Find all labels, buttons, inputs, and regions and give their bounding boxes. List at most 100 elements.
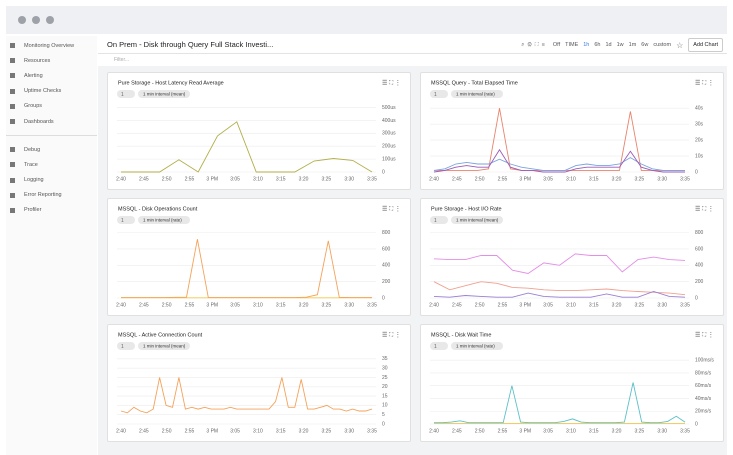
nav-item[interactable]: Error Reporting	[6, 188, 97, 203]
x-tick-label: 2:45	[452, 176, 462, 182]
interval-text: 1 min interval (rate)	[456, 344, 495, 349]
time-range[interactable]: 1d	[605, 42, 612, 48]
nav-icon	[10, 162, 15, 168]
nav-label[interactable]: Groups	[24, 103, 43, 110]
nav-label[interactable]: Trace	[24, 161, 38, 168]
nav-item[interactable]: Dashboards	[6, 114, 97, 129]
chart-panel: MSSQL - Disk Operations Count ☰ ⛶ ⋮ 1 1 min…	[107, 198, 411, 316]
x-tick-label: 3:15	[276, 428, 286, 434]
badge	[117, 90, 135, 98]
nav-label[interactable]: Error Reporting	[24, 192, 62, 199]
x-tick-label: 3:20	[299, 302, 309, 308]
nav-label[interactable]: Monitoring Overview	[24, 42, 75, 49]
chart-panel: Pure Storage - Host I/O Rate ☰ ⛶ ⋮ 1 1 min …	[420, 198, 724, 316]
panel-title: MSSQL - Disk Operations Count	[118, 206, 198, 212]
y-tick-label: 0	[382, 169, 385, 175]
x-tick-label: 2:45	[139, 176, 149, 182]
time-range[interactable]: 1m	[628, 42, 637, 48]
badge-text: 1	[121, 92, 124, 98]
y-tick-label: 600	[382, 246, 391, 252]
x-tick-label: 3:35	[680, 428, 690, 434]
time-range[interactable]: 6h	[594, 42, 601, 48]
x-tick-label: 3:10	[566, 428, 576, 434]
y-tick-label: 20s	[695, 137, 704, 143]
chart: MSSQL - Active Connection Count ☰ ⛶ ⋮ 1 1 m…	[116, 332, 401, 435]
nav-item[interactable]: Trace	[6, 157, 97, 172]
x-tick-label: 2:40	[429, 428, 439, 434]
nav-icon	[10, 147, 15, 153]
nav-item[interactable]: Logging	[6, 173, 97, 188]
filter-input[interactable]: Filter...	[114, 57, 130, 63]
y-tick-label: 30	[382, 365, 388, 371]
time-range[interactable]: custom	[653, 42, 672, 48]
time-range[interactable]: 1h	[583, 42, 590, 48]
nav-item[interactable]: Alerting	[6, 68, 97, 83]
nav-icon	[10, 43, 15, 49]
y-tick-label: 40s	[695, 106, 704, 112]
x-tick-label: 3 PM	[206, 428, 218, 434]
y-tick-label: 400	[695, 263, 704, 269]
nav-label[interactable]: Alerting	[24, 72, 43, 79]
nav-label[interactable]: Debug	[24, 146, 41, 153]
x-tick-label: 3:20	[612, 176, 622, 182]
x-tick-label: 2:50	[162, 428, 172, 434]
dashboard-title: On Prem - Disk through Query Full Stack …	[107, 40, 274, 49]
interval-text: 1 min interval (mean)	[456, 218, 499, 223]
refresh[interactable]: Off	[552, 42, 561, 48]
x-tick-label: 3:05	[230, 302, 240, 308]
nav-label[interactable]: Dashboards	[24, 118, 54, 125]
x-tick-label: 2:55	[185, 302, 195, 308]
add-chart[interactable]: Add Chart	[688, 38, 723, 52]
y-tick-label: 300us	[382, 131, 396, 137]
badge	[117, 342, 135, 350]
nav-item[interactable]: Resources	[6, 53, 97, 68]
y-tick-label: 30s	[695, 121, 704, 127]
x-tick-label: 3:05	[543, 302, 553, 308]
series-line	[120, 377, 373, 414]
time-range[interactable]: 6w	[641, 42, 649, 48]
interval-text: 1 min interval (mean)	[143, 344, 186, 349]
nav-item[interactable]: Monitoring Overview	[6, 38, 97, 53]
x-tick-label: 2:55	[498, 302, 508, 308]
time-range[interactable]: 1w	[616, 42, 624, 48]
x-tick-label: 3:35	[367, 176, 377, 182]
sidebar: Monitoring Overview Resources Alerting Upti…	[6, 36, 97, 455]
badge	[117, 216, 135, 224]
filter-bar[interactable]: Filter...	[98, 54, 727, 66]
x-tick-label: 3:35	[367, 428, 377, 434]
nav-item[interactable]: Groups	[6, 99, 97, 114]
nav-label[interactable]: Uptime Checks	[24, 88, 62, 95]
x-tick-label: 3:25	[634, 176, 644, 182]
panel-icons: ☰ ⛶ ⋮	[695, 80, 714, 87]
x-tick-label: 2:40	[429, 302, 439, 308]
nav-item[interactable]: Uptime Checks	[6, 84, 97, 99]
x-tick-label: 3 PM	[519, 176, 531, 182]
nav-label[interactable]: Logging	[24, 177, 44, 184]
badge	[430, 216, 448, 224]
x-tick-label: 3:05	[543, 428, 553, 434]
badge	[430, 90, 448, 98]
x-tick-label: 3 PM	[519, 428, 531, 434]
chart: MSSQL - Disk Wait Time ☰ ⛶ ⋮ 1 1 min interv…	[429, 332, 714, 435]
star[interactable]: ☆	[676, 40, 684, 50]
badge-text: 1	[434, 92, 437, 98]
nav-icon	[10, 177, 15, 183]
x-tick-label: 3:30	[344, 302, 354, 308]
icons[interactable]: ⌕⚙⛶≡	[521, 41, 548, 48]
x-tick-label: 2:50	[475, 176, 485, 182]
nav-icon	[10, 192, 15, 198]
nav-label[interactable]: Profiler	[24, 207, 42, 214]
header: On Prem - Disk through Query Full Stack …	[98, 36, 727, 54]
window-dot	[46, 16, 54, 24]
x-tick-label: 2:50	[162, 302, 172, 308]
y-tick-label: 100ms/s	[695, 358, 714, 364]
y-tick-label: 200	[382, 279, 391, 285]
y-tick-label: 5	[382, 412, 385, 418]
x-tick-label: 2:40	[429, 176, 439, 182]
nav-item[interactable]: Profiler	[6, 203, 97, 218]
nav-label[interactable]: Resources	[24, 57, 51, 64]
x-tick-label: 3:10	[566, 176, 576, 182]
x-tick-label: 3:30	[344, 176, 354, 182]
nav-item[interactable]: Debug	[6, 142, 97, 157]
x-tick-label: 3 PM	[519, 302, 531, 308]
